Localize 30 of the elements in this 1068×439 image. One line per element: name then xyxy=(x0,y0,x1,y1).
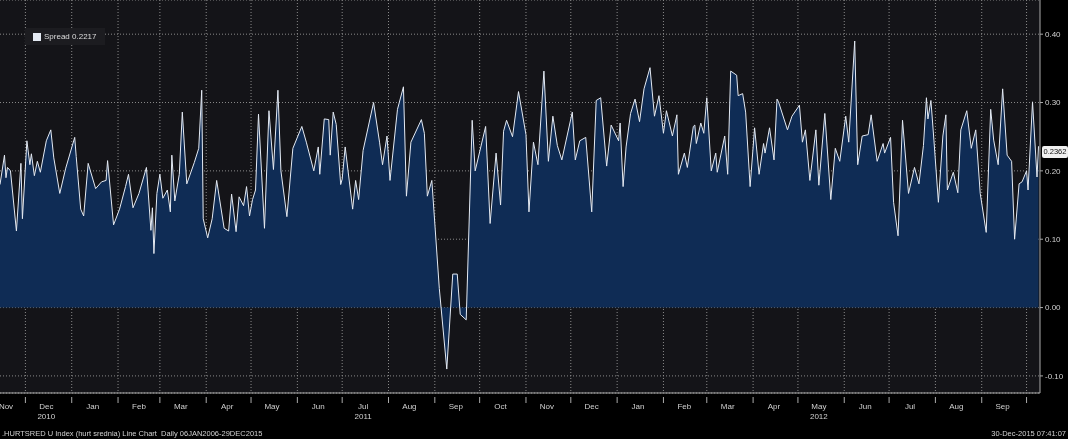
y-tick-label: 0.10 xyxy=(1045,235,1062,245)
y-tick-label: 0.20 xyxy=(1045,166,1062,176)
y-tick-label: 0.00 xyxy=(1045,303,1062,313)
x-tick-label: Aug xyxy=(949,402,964,411)
x-tick-label: Jul 2011 xyxy=(354,402,373,421)
x-tick-label: Dec xyxy=(584,402,599,411)
x-tick-label: Jun xyxy=(858,402,872,411)
x-tick-label: Sep xyxy=(448,402,464,411)
x-tick-label: May xyxy=(264,402,280,411)
x-tick-label: Jul xyxy=(904,402,916,411)
x-tick-label: Mar xyxy=(173,402,189,411)
y-tick-label: 0.40 xyxy=(1045,30,1062,40)
x-tick-label: Jan xyxy=(631,402,645,411)
x-tick-label: Nov xyxy=(539,402,555,411)
x-tick-label: Oct xyxy=(494,402,508,411)
x-tick-label: Aug xyxy=(402,402,417,411)
x-tick-label: Jun xyxy=(311,402,325,411)
x-tick-label: Mar xyxy=(720,402,735,411)
x-tick-label: Apr xyxy=(767,402,781,411)
x-tick-label: Feb xyxy=(132,402,147,411)
y-tick-label: -0.10 xyxy=(1045,371,1064,381)
x-tick-label: Nov xyxy=(0,402,14,411)
x-tick-label: Dec 2010 xyxy=(37,402,56,421)
x-tick-label: Sep xyxy=(995,402,1011,411)
x-tick-label: Jan xyxy=(86,402,100,411)
x-tick-label: May 2012 xyxy=(809,402,829,421)
x-tick-label: Feb xyxy=(677,402,692,411)
y-tick-label: 0.30 xyxy=(1045,98,1062,108)
legend-label: Spread 0.2217 xyxy=(44,32,97,41)
x-tick-label: Apr xyxy=(220,402,234,411)
